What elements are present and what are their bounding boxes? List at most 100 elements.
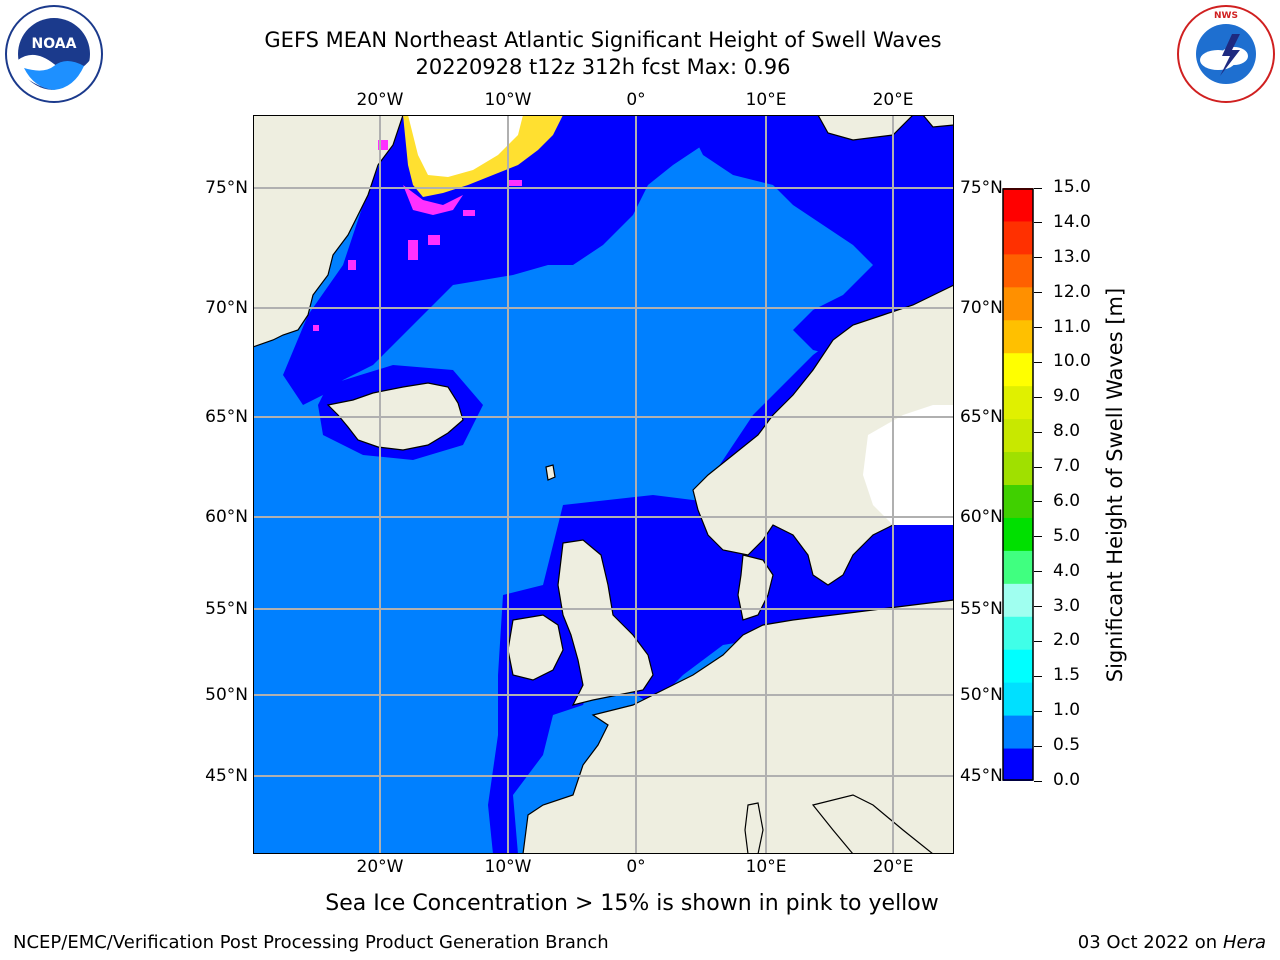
footer-left: NCEP/EMC/Verification Post Processing Pr…: [13, 932, 609, 953]
ireland: [507, 614, 564, 681]
colorbar-segment: [1003, 682, 1033, 716]
great-britain: [557, 539, 654, 706]
lat-tick-label: 75°N: [960, 178, 1003, 198]
map-panel: [253, 115, 954, 854]
colorbar-tick-mark: [1034, 780, 1042, 782]
greenland: [253, 115, 404, 348]
colorbar: [1002, 188, 1034, 781]
noaa-logo-text: NOAA: [32, 36, 77, 52]
colorbar-tick-label: 2.0: [1053, 630, 1081, 651]
lat-tick-label: 70°N: [205, 298, 248, 318]
colorbar-segment: [1003, 748, 1033, 781]
colorbar-segment: [1003, 649, 1033, 683]
colorbar-segment: [1003, 352, 1033, 387]
colorbar-tick-mark: [1034, 257, 1042, 259]
sardinia: [744, 802, 764, 854]
colorbar-tick-label: 1.0: [1053, 700, 1081, 721]
lon-tick-label: 0°: [626, 90, 646, 110]
lon-tick-label: 10°W: [484, 90, 532, 110]
colorbar-tick-label: 4.0: [1053, 560, 1081, 581]
colorbar-tick-mark: [1034, 431, 1042, 433]
colorbar-segment: [1003, 517, 1033, 551]
lon-tick-label: 20°E: [872, 90, 914, 110]
unmasked-region: [863, 405, 954, 525]
lat-tick-label: 55°N: [960, 599, 1003, 619]
gridlines: [253, 115, 954, 854]
chart-subtitle: 20220928 t12z 312h fcst Max: 0.96: [415, 55, 791, 79]
colorbar-tick-mark: [1034, 710, 1042, 712]
colorbar-segment: [1003, 385, 1033, 420]
colorbar-segment: [1003, 616, 1033, 650]
colorbar-segment: [1003, 418, 1033, 453]
colorbar-tick-mark: [1034, 606, 1042, 608]
footer-right: 03 Oct 2022 on Hera: [1078, 932, 1266, 953]
lat-tick-label: 60°N: [960, 507, 1003, 527]
colorbar-tick-label: 9.0: [1053, 386, 1081, 407]
colorbar-segment: [1003, 253, 1033, 288]
colorbar-tick-label: 7.0: [1053, 456, 1081, 477]
svalbard-east: [922, 115, 954, 128]
colorbar-segment: [1003, 715, 1033, 749]
colorbar-frame: [1002, 188, 1034, 781]
colorbar-tick-mark: [1034, 327, 1042, 329]
lon-tick-label: 0°: [626, 857, 646, 877]
lon-tick-label: 20°E: [872, 857, 914, 877]
lon-tick-label: 20°W: [356, 857, 404, 877]
chart-title: GEFS MEAN Northeast Atlantic Significant…: [264, 28, 942, 52]
lat-tick-label: 45°N: [205, 766, 248, 786]
colorbar-tick-mark: [1034, 187, 1042, 189]
colorbar-tick-label: 1.5: [1053, 665, 1081, 686]
colorbar-segment: [1003, 220, 1033, 255]
lat-tick-label: 50°N: [205, 685, 248, 705]
footer-date: 03 Oct 2022 on: [1077, 932, 1223, 953]
nws-logo: NWS: [1177, 5, 1275, 103]
noaa-logo: NOAA: [5, 5, 103, 103]
lon-tick-label: 10°E: [745, 857, 787, 877]
colorbar-tick-mark: [1034, 396, 1042, 398]
lat-tick-label: 50°N: [960, 685, 1003, 705]
lat-tick-label: 65°N: [960, 407, 1003, 427]
colorbar-tick-mark: [1034, 501, 1042, 503]
sea-ice-caption: Sea Ice Concentration > 15% is shown in …: [325, 891, 939, 916]
colorbar-segment: [1003, 319, 1033, 354]
sea-ice: [313, 115, 563, 331]
colorbar-tick-label: 3.0: [1053, 595, 1081, 616]
lat-tick-label: 45°N: [960, 766, 1003, 786]
colorbar-segment: [1003, 286, 1033, 321]
colorbar-tick-mark: [1034, 536, 1042, 538]
colorbar-tick-mark: [1034, 571, 1042, 573]
lat-tick-label: 60°N: [205, 507, 248, 527]
colorbar-tick-label: 5.0: [1053, 525, 1081, 546]
lat-tick-label: 70°N: [960, 298, 1003, 318]
colorbar-tick-label: 12.0: [1053, 281, 1091, 302]
lat-tick-label: 75°N: [205, 178, 248, 198]
colorbar-tick-mark: [1034, 292, 1042, 294]
colorbar-segment: [1003, 550, 1033, 584]
faroe-islands: [545, 464, 556, 481]
colorbar-tick-label: 6.0: [1053, 490, 1081, 511]
svalbard: [817, 115, 914, 141]
svg-text:NWS: NWS: [1214, 11, 1238, 21]
colorbar-tick-label: 0.5: [1053, 735, 1081, 756]
lat-tick-label: 55°N: [205, 599, 248, 619]
colorbar-segment: [1003, 583, 1033, 617]
colorbar-tick-mark: [1034, 745, 1042, 747]
colorbar-tick-label: 15.0: [1053, 177, 1091, 197]
lon-tick-label: 10°E: [745, 90, 787, 110]
colorbar-tick-label: 14.0: [1053, 211, 1091, 232]
lon-tick-label: 10°W: [484, 857, 532, 877]
lat-tick-label: 65°N: [205, 407, 248, 427]
colorbar-tick-mark: [1034, 361, 1042, 363]
colorbar-tick-label: 0.0: [1053, 770, 1081, 790]
colorbar-segment: [1003, 188, 1033, 222]
colorbar-tick-mark: [1034, 222, 1042, 224]
colorbar-segment: [1003, 451, 1033, 485]
colorbar-tick-label: 11.0: [1053, 316, 1091, 337]
colorbar-segment: [1003, 484, 1033, 518]
italy-coast: [811, 794, 934, 854]
colorbar-label: Significant Height of Swell Waves [m]: [1103, 287, 1127, 683]
colorbar-tick-mark: [1034, 466, 1042, 468]
colorbar-tick-label: 10.0: [1053, 351, 1091, 372]
footer-host: Hera: [1222, 932, 1266, 953]
colorbar-tick-label: 13.0: [1053, 246, 1091, 267]
